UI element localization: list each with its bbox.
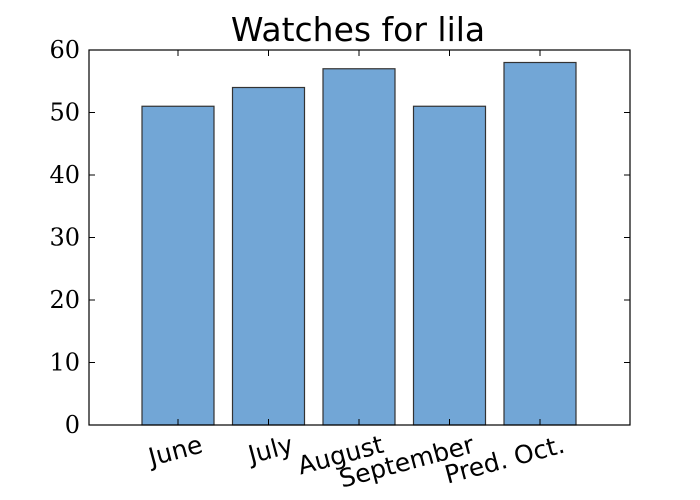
bar-pred-oct (503, 61, 577, 426)
chart-title: Watches for lila (231, 10, 485, 49)
bar-september (412, 105, 487, 426)
bars-layer (141, 61, 577, 426)
y-tick-label: 40 (49, 161, 80, 189)
y-tick-label: 50 (49, 99, 80, 127)
bar-july (231, 86, 306, 426)
plot-frame (88, 49, 631, 426)
y-tick-label: 30 (49, 224, 80, 252)
y-tick-label: 0 (65, 411, 80, 439)
y-axis: 0 10 20 30 40 50 60 (49, 36, 80, 439)
x-tick-label: July (243, 430, 296, 470)
x-tick-label: June (144, 430, 206, 473)
y-tick-label: 20 (49, 286, 80, 314)
bar-june (141, 105, 215, 426)
bar-august (322, 68, 396, 426)
y-tick-label: 60 (49, 36, 80, 64)
y-tick-label: 10 (49, 349, 80, 377)
